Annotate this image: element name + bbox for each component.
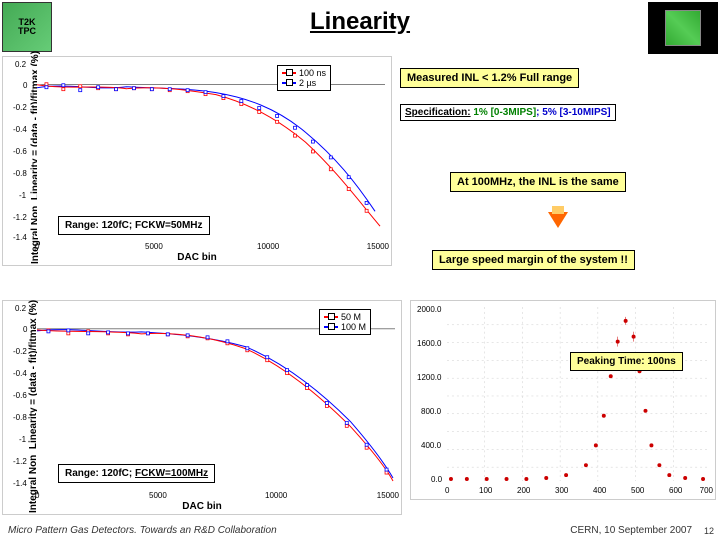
xtick: 5000 bbox=[149, 491, 167, 500]
xtick: 15000 bbox=[377, 491, 399, 500]
xtick: 200 bbox=[517, 486, 530, 495]
ytick: 400.0 bbox=[421, 441, 441, 450]
xtick: 10000 bbox=[257, 242, 279, 251]
ytick: -1 bbox=[19, 191, 26, 200]
ytick: 0.2 bbox=[15, 304, 26, 313]
spec-prefix: Specification: bbox=[405, 107, 471, 118]
ytick: -0.8 bbox=[13, 169, 27, 178]
xtick: 700 bbox=[700, 486, 713, 495]
ytick: -1.4 bbox=[13, 233, 27, 242]
xtick: 300 bbox=[555, 486, 568, 495]
xtick: 0 bbox=[35, 242, 39, 251]
ytick: -0.6 bbox=[13, 391, 27, 400]
legend-label: 2 µs bbox=[299, 78, 316, 88]
box-range1: Range: 120fC; FCKW=50MHz bbox=[58, 216, 210, 235]
xtick: 400 bbox=[593, 486, 606, 495]
xlabel-bl: DAC bin bbox=[182, 501, 221, 512]
plot-area-br: 2000.0 1600.0 1200.0 800.0 400.0 0.0 0 1… bbox=[447, 307, 709, 481]
ytick: -0.2 bbox=[13, 347, 27, 356]
chart-peaking: 2000.0 1600.0 1200.0 800.0 400.0 0.0 0 1… bbox=[410, 300, 716, 500]
box-at100: At 100MHz, the INL is the same bbox=[450, 172, 626, 192]
xtick: 10000 bbox=[265, 491, 287, 500]
ytick: 0.2 bbox=[15, 60, 26, 69]
page-title: Linearity bbox=[310, 8, 410, 36]
logo: T2K TPC bbox=[2, 2, 52, 52]
legend-top: 100 ns 2 µs bbox=[277, 65, 331, 91]
legend-label: 100 M bbox=[341, 322, 366, 332]
arrow-down-icon bbox=[548, 212, 568, 228]
box-range2: Range: 120fC; FCKW=100MHz bbox=[58, 464, 215, 483]
xtick: 15000 bbox=[367, 242, 389, 251]
ytick: -1.2 bbox=[13, 457, 27, 466]
range1a: Range: 120fC; bbox=[65, 220, 135, 231]
ytick: -0.2 bbox=[13, 103, 27, 112]
ytick: 0 bbox=[23, 81, 27, 90]
ytick: -1 bbox=[19, 435, 26, 444]
spec-p1: 1% [0-3MIPS] bbox=[471, 107, 537, 118]
plot-svg-top bbox=[37, 63, 385, 237]
legend-label: 100 ns bbox=[299, 68, 326, 78]
ytick: 0 bbox=[23, 325, 27, 334]
xtick: 500 bbox=[631, 486, 644, 495]
box-peaking: Peaking Time: 100ns bbox=[570, 352, 683, 371]
range2a: Range: 120fC; bbox=[65, 468, 135, 479]
box-margin: Large speed margin of the system !! bbox=[432, 250, 635, 270]
ytick: 1600.0 bbox=[417, 339, 441, 348]
ytick: -0.4 bbox=[13, 125, 27, 134]
spec-p2: ; 5% [3-10MIPS] bbox=[536, 107, 610, 118]
footer-left: Micro Pattern Gas Detectors. Towards an … bbox=[8, 525, 277, 536]
footer-page: 12 bbox=[704, 526, 714, 536]
ytick: 800.0 bbox=[421, 407, 441, 416]
plot-area-top: 0.2 0 -0.2 -0.4 -0.6 -0.8 -1 -1.2 -1.4 0… bbox=[37, 63, 385, 237]
legend-label: 50 M bbox=[341, 312, 361, 322]
box-spec: Specification: 1% [0-3MIPS]; 5% [3-10MIP… bbox=[400, 104, 616, 121]
range2b: FCKW=100MHz bbox=[135, 468, 208, 479]
chip-photo bbox=[648, 2, 718, 54]
ytick: -0.4 bbox=[13, 369, 27, 378]
footer-right: CERN, 10 September 2007 bbox=[570, 525, 692, 536]
xtick: 100 bbox=[479, 486, 492, 495]
ytick: -0.8 bbox=[13, 413, 27, 422]
xtick: 600 bbox=[669, 486, 682, 495]
xlabel-top: DAC bin bbox=[177, 252, 216, 263]
ytick: -1.4 bbox=[13, 479, 27, 488]
range1b: FCKW=50MHz bbox=[135, 220, 203, 231]
ytick: -0.6 bbox=[13, 147, 27, 156]
xtick: 0 bbox=[35, 491, 39, 500]
logo-line2: TPC bbox=[18, 27, 36, 36]
ytick: 2000.0 bbox=[417, 305, 441, 314]
legend-bl: 50 M 100 M bbox=[319, 309, 371, 335]
ytick: 1200.0 bbox=[417, 373, 441, 382]
xtick: 5000 bbox=[145, 242, 163, 251]
chip-die bbox=[665, 10, 701, 46]
ytick: 0.0 bbox=[431, 475, 442, 484]
xtick: 0 bbox=[445, 486, 449, 495]
box-measured: Measured INL < 1.2% Full range bbox=[400, 68, 579, 88]
plot-svg-br bbox=[447, 307, 709, 481]
ytick: -1.2 bbox=[13, 213, 27, 222]
